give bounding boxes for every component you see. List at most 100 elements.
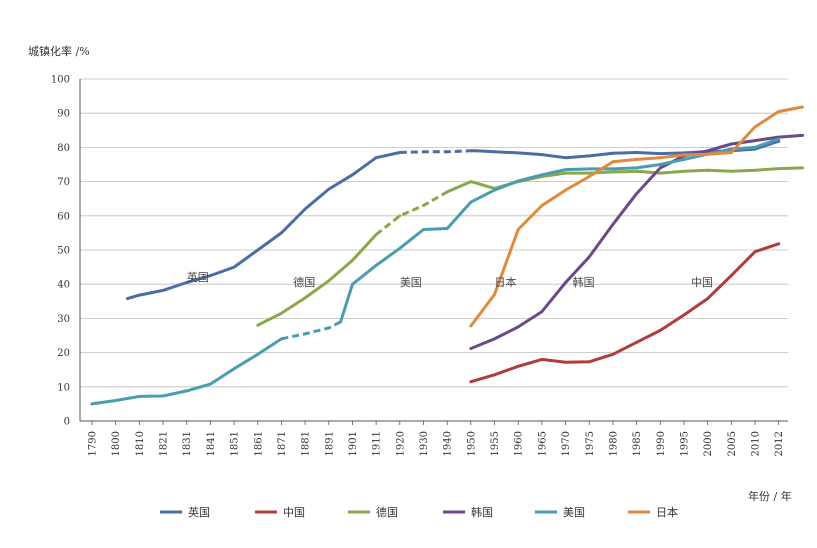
data-point bbox=[445, 190, 449, 194]
data-point bbox=[635, 169, 638, 173]
data-point bbox=[303, 332, 307, 336]
data-point bbox=[303, 296, 307, 300]
data-point bbox=[753, 168, 757, 172]
data-point bbox=[540, 358, 544, 361]
series-annotation: 日本 bbox=[495, 275, 517, 289]
series-1 bbox=[469, 242, 781, 384]
data-point bbox=[658, 329, 662, 332]
data-point bbox=[516, 151, 520, 155]
data-point bbox=[564, 171, 567, 175]
y-tick-labels: 0 10 20 30 40 50 60 70 80 90 100 bbox=[51, 75, 70, 428]
data-point bbox=[398, 151, 402, 154]
x-tick-label: 1911 bbox=[372, 431, 383, 456]
data-point bbox=[445, 227, 449, 230]
data-point bbox=[540, 173, 544, 177]
series-annotation: 德国 bbox=[293, 275, 315, 289]
data-point bbox=[232, 265, 236, 269]
series-line bbox=[399, 149, 471, 154]
data-point bbox=[351, 173, 354, 177]
data-point bbox=[280, 231, 283, 235]
series-annotations: 英国 德国 美国 日本 韩国 中国 bbox=[187, 270, 713, 289]
data-point bbox=[801, 134, 804, 137]
data-point bbox=[422, 204, 425, 207]
data-point bbox=[138, 293, 141, 297]
y-tick-label: 90 bbox=[57, 109, 70, 120]
y-tick-label: 50 bbox=[57, 246, 70, 257]
data-point bbox=[90, 402, 94, 406]
data-point bbox=[564, 168, 567, 172]
data-point bbox=[516, 228, 520, 231]
data-point bbox=[611, 170, 615, 174]
data-point bbox=[493, 188, 496, 192]
data-point bbox=[161, 394, 165, 398]
data-point bbox=[658, 166, 662, 170]
data-point bbox=[303, 207, 307, 211]
data-point bbox=[540, 153, 544, 157]
legend-label: 德国 bbox=[376, 505, 398, 519]
data-point bbox=[209, 382, 212, 386]
data-point bbox=[635, 151, 638, 154]
series-5 bbox=[469, 105, 804, 328]
data-point bbox=[564, 188, 567, 192]
x-tick-label: 1831 bbox=[182, 431, 193, 456]
data-point bbox=[339, 320, 342, 324]
axes bbox=[79, 79, 788, 425]
data-point bbox=[493, 373, 496, 377]
data-point bbox=[540, 204, 544, 207]
x-tick-label: 1970 bbox=[561, 431, 572, 456]
x-tick-labels: 1790 1800 1810 1821 1831 1841 1851 1861 1871 1881… bbox=[88, 431, 786, 456]
y-tick-label: 60 bbox=[57, 211, 70, 222]
data-point bbox=[611, 352, 615, 356]
data-point bbox=[729, 274, 733, 277]
data-point bbox=[635, 166, 638, 170]
y-tick-label: 100 bbox=[51, 75, 70, 86]
y-tick-label: 30 bbox=[57, 314, 70, 325]
data-point bbox=[587, 175, 591, 178]
data-point bbox=[729, 151, 733, 154]
data-point bbox=[161, 289, 165, 292]
data-point bbox=[706, 297, 709, 300]
data-point bbox=[185, 389, 189, 393]
data-point bbox=[729, 169, 733, 173]
legend-label: 日本 bbox=[656, 505, 678, 519]
series-2 bbox=[256, 166, 804, 327]
legend-item: 日本 bbox=[628, 505, 678, 519]
x-tick-label: 1955 bbox=[490, 431, 501, 456]
x-tick-label: 1901 bbox=[348, 431, 359, 456]
x-tick-label: 2005 bbox=[727, 431, 738, 456]
data-point bbox=[474, 149, 477, 153]
legend: 英国 中国 德国 韩国 美国 日本 bbox=[160, 505, 678, 519]
x-tick-label: 1891 bbox=[324, 431, 335, 456]
data-point bbox=[777, 137, 781, 141]
data-point bbox=[114, 399, 118, 402]
x-tick-label: 1871 bbox=[277, 431, 288, 456]
data-point bbox=[493, 150, 496, 154]
legend-item: 韩国 bbox=[443, 505, 493, 519]
data-point bbox=[658, 163, 662, 166]
series-line bbox=[256, 233, 378, 327]
data-point bbox=[587, 154, 591, 158]
data-point bbox=[635, 158, 638, 161]
data-point bbox=[493, 293, 496, 296]
data-point bbox=[327, 187, 331, 191]
data-point bbox=[564, 281, 567, 284]
data-point bbox=[753, 125, 757, 129]
data-point bbox=[398, 214, 402, 218]
data-point bbox=[256, 323, 260, 327]
x-tick-label: 1950 bbox=[466, 431, 477, 456]
data-point bbox=[611, 167, 615, 171]
y-tick-label: 10 bbox=[57, 382, 70, 393]
data-point bbox=[280, 311, 283, 315]
legend-label: 中国 bbox=[283, 506, 305, 519]
series-lines bbox=[90, 105, 804, 406]
data-point bbox=[611, 223, 615, 226]
y-tick-label: 20 bbox=[57, 348, 70, 359]
data-point bbox=[516, 364, 520, 368]
data-point bbox=[469, 200, 473, 204]
data-point bbox=[327, 279, 331, 283]
data-point bbox=[658, 156, 662, 160]
data-point bbox=[374, 264, 378, 267]
data-point bbox=[777, 242, 781, 246]
data-point bbox=[706, 168, 709, 172]
